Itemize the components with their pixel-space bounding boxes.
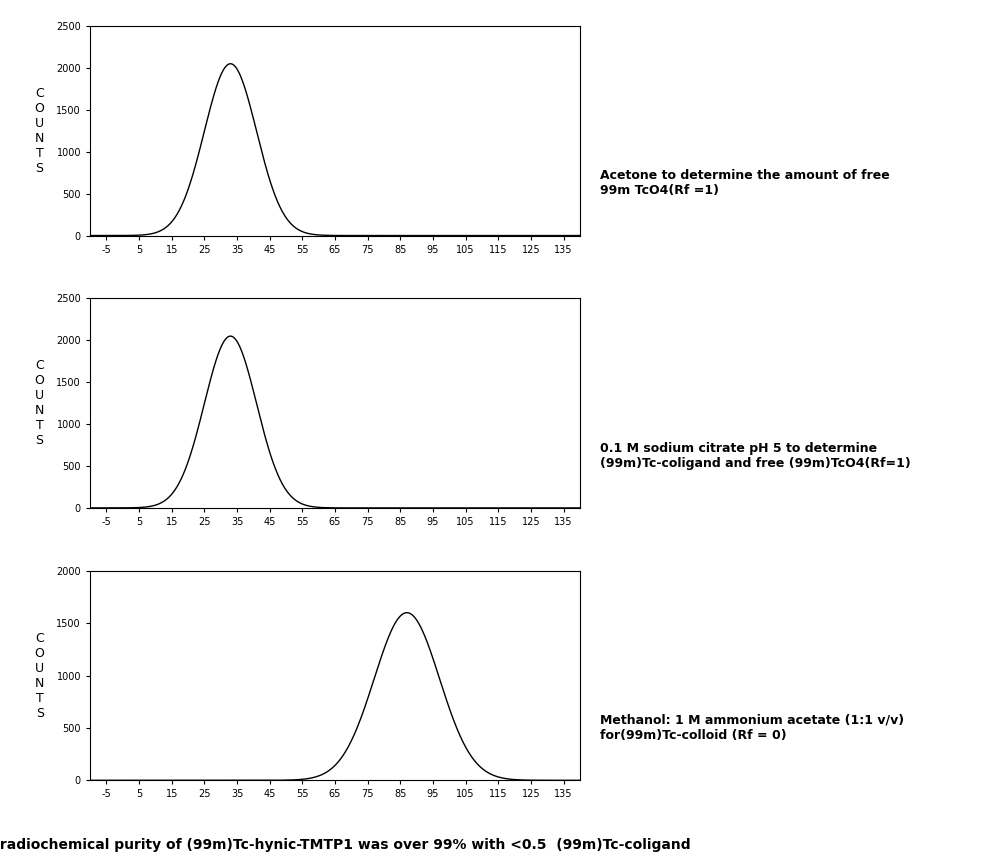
Text: the radiochemical purity of (99m)Tc-hynic-TMTP1 was over 99% with <0.5  (99m)Tc-: the radiochemical purity of (99m)Tc-hyni… (0, 838, 691, 852)
Y-axis label: C
O
U
N
T
S: C O U N T S (35, 87, 44, 175)
Y-axis label: C
O
U
N
T
S: C O U N T S (35, 631, 45, 720)
Y-axis label: C
O
U
N
T
S: C O U N T S (35, 359, 44, 447)
Text: 0.1 M sodium citrate pH 5 to determine
(99m)Tc-coligand and free (99m)TcO4(Rf=1): 0.1 M sodium citrate pH 5 to determine (… (600, 441, 911, 470)
Text: Methanol: 1 M ammonium acetate (1:1 v/v)
for(99m)Tc-colloid (Rf = 0): Methanol: 1 M ammonium acetate (1:1 v/v)… (600, 714, 904, 742)
Text: Acetone to determine the amount of free
99m TcO4(Rf =1): Acetone to determine the amount of free … (600, 169, 890, 197)
